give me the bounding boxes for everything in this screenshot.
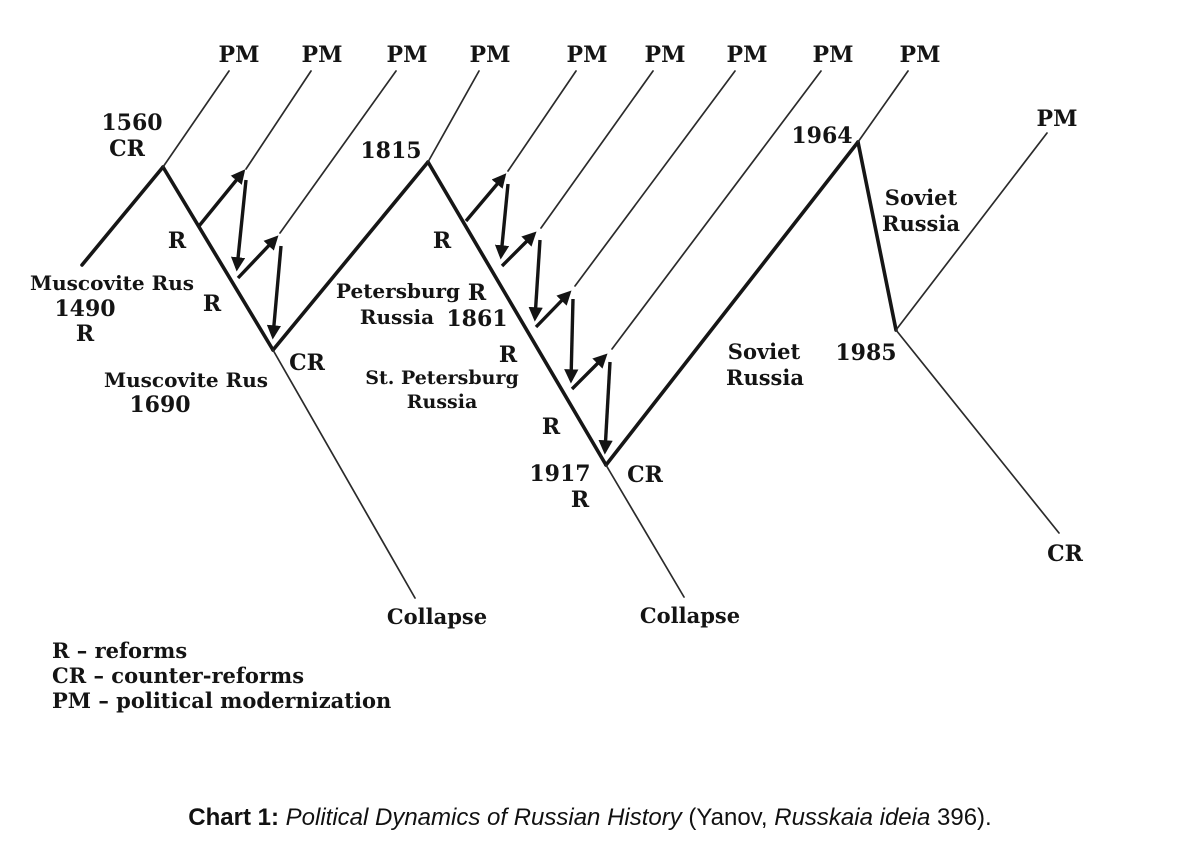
- collapse-line-1917: [605, 464, 685, 598]
- descent-line-1815-1917: [426, 160, 608, 467]
- st-petersburg-label-line1: St. Petersburg: [365, 367, 519, 389]
- reform-arrows-cycle2: [464, 173, 613, 455]
- pm-label-5: PM: [567, 42, 608, 68]
- reform-arrow-up-2b: [500, 231, 537, 268]
- caption-label: Chart 1:: [188, 804, 279, 831]
- rise-line-1490-1560: [80, 165, 165, 267]
- pm-label-4: PM: [470, 42, 511, 68]
- pm-rays: [162, 70, 1048, 350]
- pm-label-3: PM: [387, 42, 428, 68]
- year-1964-label: 1964: [791, 123, 852, 149]
- cr-1917-label: CR: [627, 462, 664, 488]
- year-1985-label: 1985: [835, 340, 896, 366]
- main-trajectory: [80, 140, 898, 467]
- cr-line-1985: [895, 329, 1060, 534]
- reform-arrow-up-2a: [464, 173, 507, 223]
- pm-ray-7: [574, 70, 736, 287]
- muscovite-rus-end-label: Muscovite Rus: [104, 368, 268, 392]
- pm-ray-6: [540, 70, 654, 229]
- reform-arrow-down-2c: [564, 298, 579, 384]
- caption-cite-open: (Yanov,: [688, 804, 768, 831]
- caption-title: Political Dynamics of Russian History: [285, 804, 682, 831]
- cycle3-labels: 1964 Soviet Russia Soviet Russia 1985 CR: [726, 123, 1084, 567]
- rise-line-1917-1964: [604, 140, 860, 467]
- cr-1560-label: CR: [109, 136, 146, 162]
- rise-line-1690-1815: [271, 160, 430, 352]
- legend-pm-definition: PM – political modernization: [52, 688, 391, 713]
- cr-1690-label: CR: [289, 350, 326, 376]
- soviet-descent-label-line2: Russia: [882, 211, 960, 236]
- reform-arrow-down-1a: [230, 179, 248, 272]
- r-cycle2-b-label: R: [499, 342, 518, 368]
- soviet-descent-label-line1: Soviet: [885, 185, 958, 210]
- year-1917-label: 1917: [529, 461, 590, 487]
- pm-ray-8: [611, 70, 822, 350]
- reform-arrow-down-2b: [528, 239, 543, 322]
- year-1690-label: 1690: [129, 392, 190, 418]
- pm-label-8: PM: [813, 42, 854, 68]
- reform-arrow-down-2a: [494, 183, 510, 260]
- caption-cite-work: Russkaia ideia: [774, 804, 931, 831]
- petersburg-label-line1: Petersburg: [336, 279, 460, 303]
- reform-arrow-down-1b: [266, 245, 283, 340]
- soviet-rise-label-line2: Russia: [726, 365, 804, 390]
- pm-ray-3: [279, 70, 397, 234]
- r-cycle2-a-label: R: [433, 228, 452, 254]
- reform-arrow-up-2d: [570, 353, 608, 391]
- reform-arrow-down-2d: [598, 361, 613, 455]
- year-1560-label: 1560: [101, 110, 162, 136]
- r-cycle1-b-label: R: [203, 291, 222, 317]
- pm-label-7: PM: [727, 42, 768, 68]
- descent-line-1560-1690: [161, 165, 275, 352]
- pm-ray-2: [245, 70, 312, 170]
- collapse-2-label: Collapse: [640, 603, 740, 628]
- cr-right-label: CR: [1047, 541, 1084, 567]
- collapse-1-label: Collapse: [387, 604, 487, 629]
- petersburg-label-line2: Russia: [360, 305, 434, 329]
- pm-ray-5: [507, 70, 577, 172]
- soviet-rise-label-line1: Soviet: [728, 339, 801, 364]
- year-1815-label: 1815: [360, 138, 421, 164]
- cycle1-labels: 1560 CR Muscovite Rus 1490 R R R CR Musc…: [30, 110, 487, 629]
- muscovite-rus-start-label: Muscovite Rus: [30, 271, 194, 295]
- collapse-line-1690: [272, 349, 416, 599]
- legend-cr-definition: CR – counter-reforms: [52, 663, 304, 688]
- reform-arrow-up-1b: [236, 235, 279, 280]
- legend-r-definition: R – reforms: [52, 638, 187, 663]
- pm-ray-1: [162, 70, 230, 168]
- st-petersburg-label-line2: Russia: [407, 391, 478, 413]
- r-1490-label: R: [76, 321, 95, 347]
- pm-ray-4: [427, 70, 480, 163]
- pm-ray-9: [857, 70, 909, 143]
- cycle2-labels: 1815 R Petersburg R Russia 1861 R St. Pe…: [336, 138, 740, 628]
- pm-label-right: PM: [1037, 106, 1078, 132]
- diagram-canvas: PM PM PM PM PM PM PM PM PM PM 1560 CR Mu…: [30, 42, 1084, 713]
- r-cycle2-c-label: R: [542, 414, 561, 440]
- reform-arrow-up-1a: [197, 169, 246, 228]
- figure-caption: Chart 1: Political Dynamics of Russian H…: [0, 804, 1180, 832]
- reform-arrows-cycle1: [197, 169, 283, 340]
- r-1917-label: R: [571, 487, 590, 513]
- pm-label-1: PM: [219, 42, 260, 68]
- pm-row-labels: PM PM PM PM PM PM PM PM PM PM: [219, 42, 1078, 132]
- r-1861-label: R: [468, 280, 487, 306]
- descent-line-1964-1985: [856, 140, 898, 332]
- year-1861-label: 1861: [446, 306, 507, 332]
- pm-label-9: PM: [900, 42, 941, 68]
- r-cycle1-a-label: R: [168, 228, 187, 254]
- pm-label-6: PM: [645, 42, 686, 68]
- pm-ray-1985: [895, 132, 1048, 331]
- collapse-lines: [272, 329, 1060, 599]
- year-1490-label: 1490: [54, 296, 115, 322]
- pm-label-2: PM: [302, 42, 343, 68]
- caption-cite-end: 396).: [937, 804, 992, 831]
- legend: R – reforms CR – counter-reforms PM – po…: [52, 638, 391, 713]
- reform-arrow-up-2c: [534, 290, 572, 329]
